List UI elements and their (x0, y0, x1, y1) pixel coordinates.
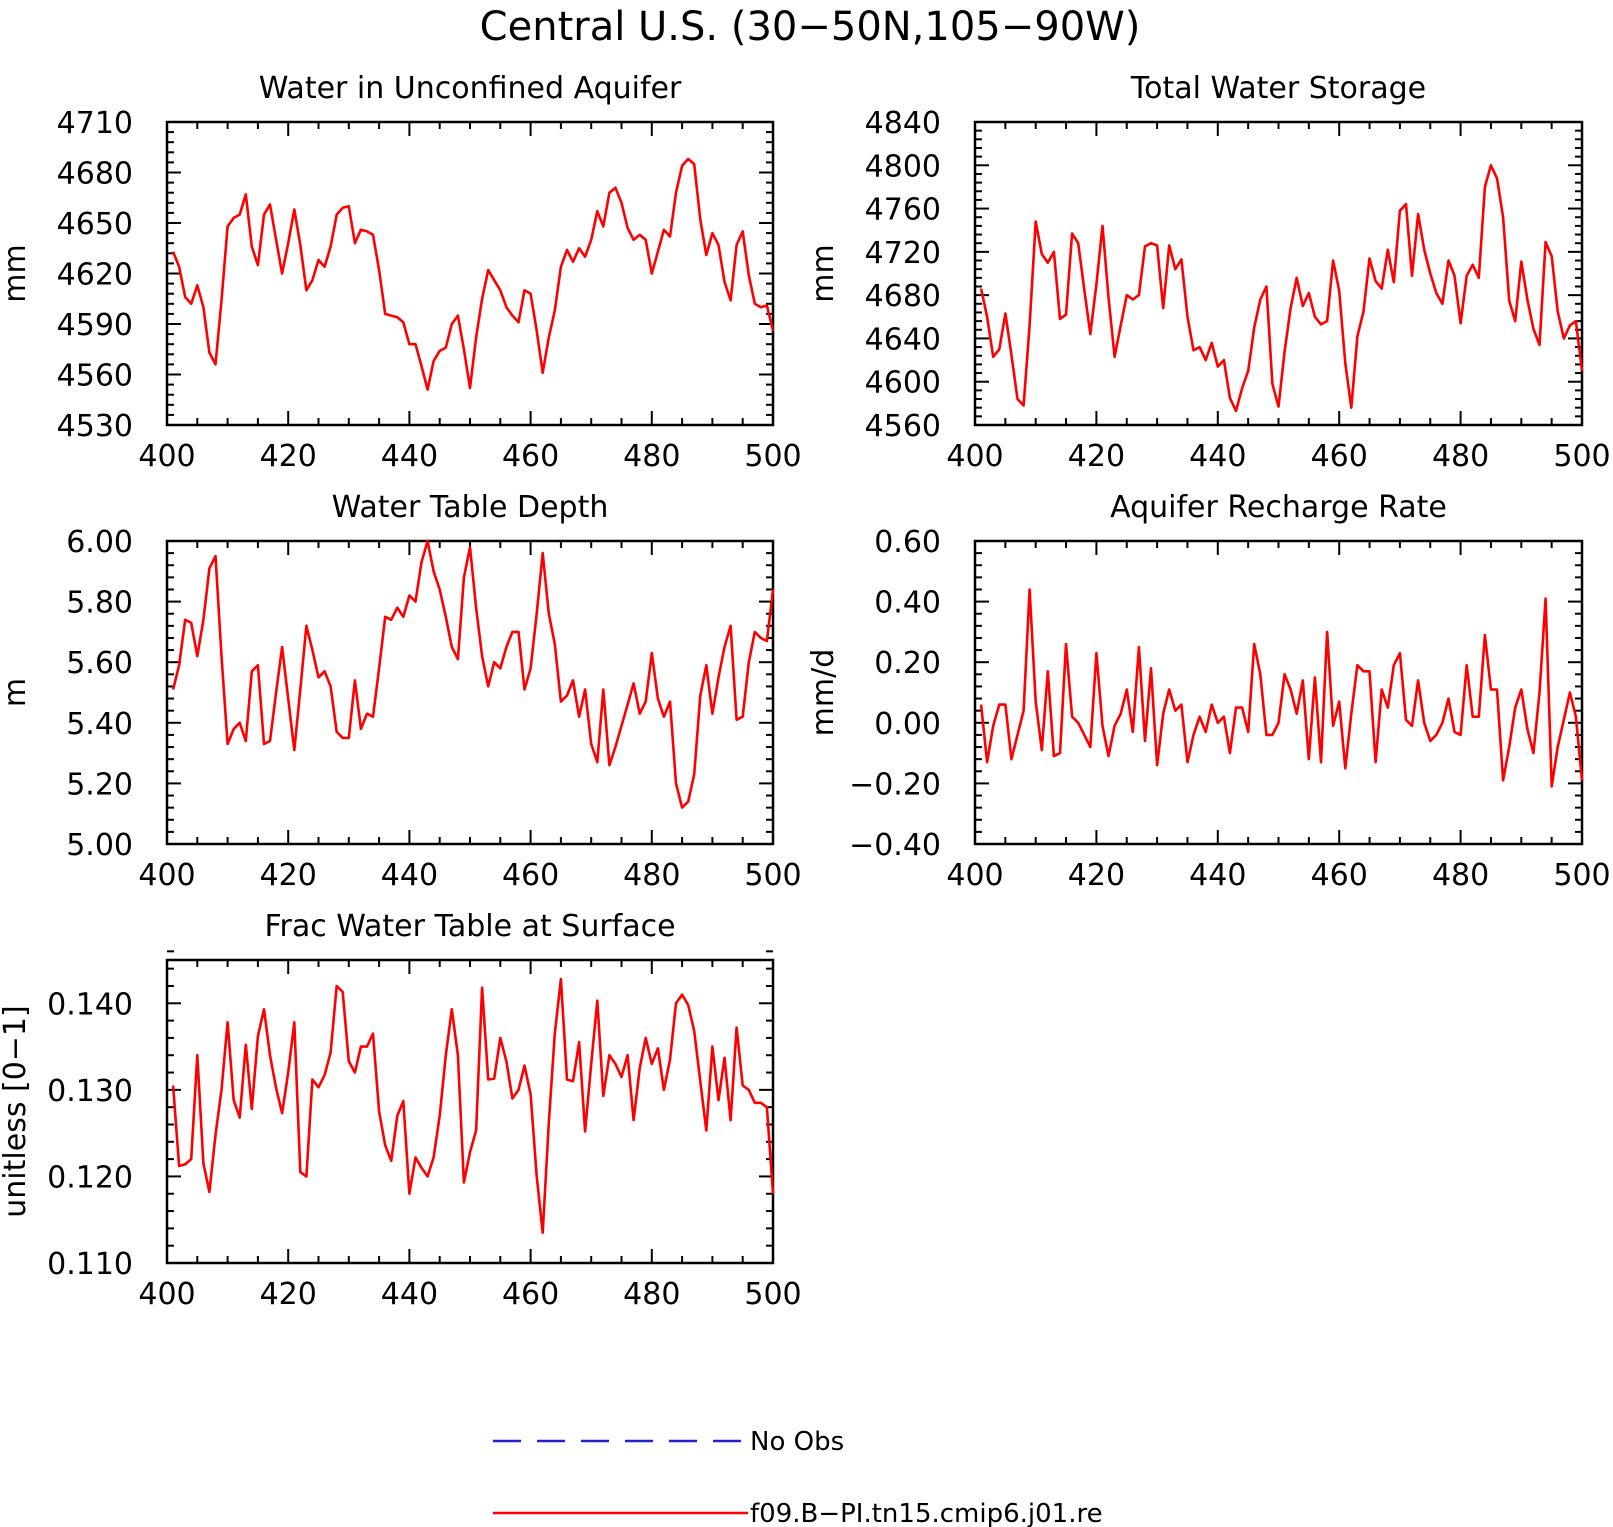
aquifer-recharge-rate-x-tick-label: 460 (1311, 858, 1368, 893)
total-water-storage-x-tick-label: 460 (1311, 439, 1368, 474)
water-table-depth-y-tick-label: 5.60 (66, 646, 133, 681)
aquifer-recharge-rate-title: Aquifer Recharge Rate (1110, 490, 1447, 525)
aquifer-recharge-rate-x-tick-label: 420 (1068, 858, 1125, 893)
chart-water-table-depth: 400 420 440 460 480 500 5.00 5.20 5.40 5.60 5.80 6.… (0, 490, 802, 893)
aquifer-recharge-rate-x-tick-label: 500 (1553, 858, 1610, 893)
water-in-unconfined-aquifer-y-tick-label: 4620 (57, 258, 133, 293)
water-table-depth-title: Water Table Depth (332, 490, 609, 525)
frac-water-table-at-surface-y-tick-label: 0.130 (47, 1074, 133, 1109)
aquifer-recharge-rate-y-tick-label: 0.20 (874, 646, 941, 681)
water-table-depth-x-tick-label: 420 (260, 858, 317, 893)
aquifer-recharge-rate-plot-frame (973, 539, 1584, 846)
frac-water-table-at-surface-x-tick-label: 440 (381, 1277, 438, 1312)
total-water-storage-x-tick-label: 500 (1553, 439, 1610, 474)
water-table-depth-x-tick-label: 480 (623, 858, 680, 893)
total-water-storage-y-tick-label: 4800 (865, 149, 941, 184)
water-in-unconfined-aquifer-y-tick-label: 4530 (57, 409, 133, 444)
total-water-storage-y-tick-label: 4840 (865, 106, 941, 141)
aquifer-recharge-rate-series-line (979, 588, 1584, 788)
water-table-depth-x-tick-label: 500 (744, 858, 801, 893)
water-table-depth-x-tick-label: 440 (381, 858, 438, 893)
water-in-unconfined-aquifer-y-tick-label: 4680 (57, 157, 133, 192)
total-water-storage-y-tick-label: 4600 (865, 366, 941, 401)
frac-water-table-at-surface-plot-frame (165, 958, 775, 1265)
water-table-depth-plot-frame (165, 539, 775, 846)
water-in-unconfined-aquifer-title: Water in Unconfined Aquifer (259, 71, 682, 106)
chart-total-water-storage: 400 420 440 460 480 500 4560 4600 4640 4680 4720 47… (806, 71, 1611, 474)
total-water-storage-x-tick-label: 400 (946, 439, 1003, 474)
frac-water-table-at-surface-y-axis-label: unitless [0−1] (0, 1005, 33, 1217)
aquifer-recharge-rate-y-tick-label: −0.20 (849, 767, 941, 802)
water-in-unconfined-aquifer-y-tick-label: 4650 (57, 207, 133, 242)
total-water-storage-y-tick-label: 4720 (865, 236, 941, 271)
water-in-unconfined-aquifer-x-tick-label: 400 (138, 439, 195, 474)
frac-water-table-at-surface-x-tick-label: 460 (502, 1277, 559, 1312)
total-water-storage-title: Total Water Storage (1130, 71, 1426, 106)
water-table-depth-x-tick-label: 400 (138, 858, 195, 893)
water-in-unconfined-aquifer-x-tick-label: 420 (260, 439, 317, 474)
total-water-storage-y-tick-label: 4560 (865, 409, 941, 444)
water-in-unconfined-aquifer-y-tick-label: 4710 (57, 106, 133, 141)
chart-aquifer-recharge-rate: 400 420 440 460 480 500 −0.40 −0.20 0.00 0.20 0.40… (806, 490, 1611, 893)
legend: No Obs f09.B−PI.tn15.cmip6.j01.re (493, 1427, 1103, 1527)
water-in-unconfined-aquifer-y-axis-label: mm (0, 244, 33, 302)
water-in-unconfined-aquifer-x-tick-label: 460 (502, 439, 559, 474)
water-in-unconfined-aquifer-y-tick-label: 4590 (57, 308, 133, 343)
water-in-unconfined-aquifer-y-tick-label: 4560 (57, 359, 133, 394)
aquifer-recharge-rate-x-tick-label: 440 (1189, 858, 1246, 893)
total-water-storage-x-tick-label: 420 (1068, 439, 1125, 474)
water-table-depth-y-axis-label: m (0, 678, 33, 707)
chart-frac-water-table-at-surface: 400 420 440 460 480 500 0.110 0.120 0.130 0.140 Fr… (0, 909, 802, 1312)
total-water-storage-y-tick-label: 4640 (865, 322, 941, 357)
aquifer-recharge-rate-y-tick-label: 0.40 (874, 586, 941, 621)
frac-water-table-at-surface-x-tick-label: 480 (623, 1277, 680, 1312)
water-in-unconfined-aquifer-x-tick-label: 500 (744, 439, 801, 474)
chart-water-in-unconfined-aquifer: 400 420 440 460 480 500 4530 4560 4590 4620 4650 46… (0, 71, 802, 474)
water-table-depth-y-tick-label: 6.00 (66, 525, 133, 560)
frac-water-table-at-surface-y-tick-label: 0.140 (47, 987, 133, 1022)
water-table-depth-x-tick-label: 460 (502, 858, 559, 893)
frac-water-table-at-surface-y-tick-label: 0.110 (47, 1247, 133, 1282)
water-table-depth-y-tick-label: 5.40 (66, 707, 133, 742)
total-water-storage-y-axis-label: mm (806, 244, 841, 302)
water-table-depth-y-tick-label: 5.80 (66, 586, 133, 621)
water-table-depth-y-tick-label: 5.00 (66, 828, 133, 863)
legend-label-model: f09.B−PI.tn15.cmip6.j01.re (750, 1499, 1103, 1527)
frac-water-table-at-surface-title: Frac Water Table at Surface (264, 909, 675, 944)
water-in-unconfined-aquifer-x-tick-label: 440 (381, 439, 438, 474)
frac-water-table-at-surface-x-tick-label: 400 (138, 1277, 195, 1312)
water-in-unconfined-aquifer-x-tick-label: 480 (623, 439, 680, 474)
water-table-depth-y-tick-label: 5.20 (66, 767, 133, 802)
aquifer-recharge-rate-x-tick-label: 480 (1432, 858, 1489, 893)
frac-water-table-at-surface-x-tick-label: 500 (744, 1277, 801, 1312)
legend-label-no-obs: No Obs (750, 1427, 844, 1457)
water-in-unconfined-aquifer-series-line (171, 157, 775, 391)
aquifer-recharge-rate-y-axis-label: mm/d (806, 649, 841, 737)
total-water-storage-series-line (979, 164, 1584, 413)
aquifer-recharge-rate-y-tick-label: 0.60 (874, 525, 941, 560)
frac-water-table-at-surface-x-tick-label: 420 (260, 1277, 317, 1312)
frac-water-table-at-surface-series-line (171, 977, 775, 1234)
aquifer-recharge-rate-x-tick-label: 400 (946, 858, 1003, 893)
total-water-storage-y-tick-label: 4760 (865, 193, 941, 228)
frac-water-table-at-surface-y-tick-label: 0.120 (47, 1160, 133, 1195)
aquifer-recharge-rate-y-tick-label: −0.40 (849, 828, 941, 863)
total-water-storage-x-tick-label: 440 (1189, 439, 1246, 474)
figure-title: Central U.S. (30−50N,105−90W) (480, 4, 1141, 50)
water-table-depth-series-line (171, 539, 775, 809)
total-water-storage-y-tick-label: 4680 (865, 279, 941, 314)
aquifer-recharge-rate-y-tick-label: 0.00 (874, 707, 941, 742)
total-water-storage-x-tick-label: 480 (1432, 439, 1489, 474)
